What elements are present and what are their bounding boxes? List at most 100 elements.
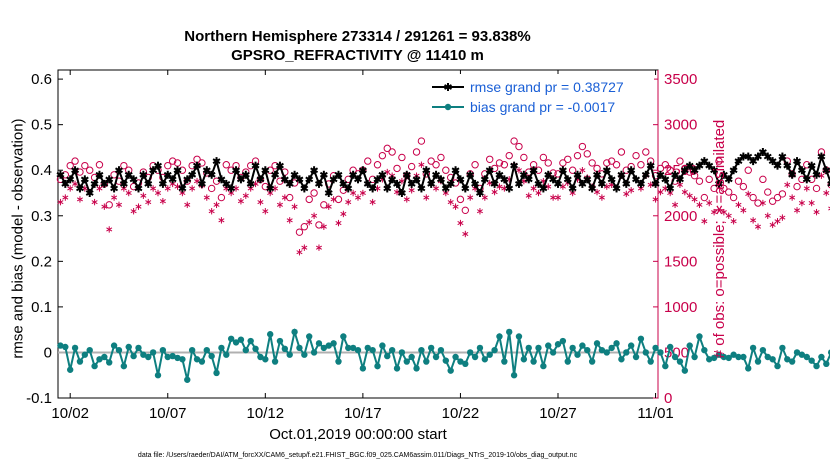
rmse-marker-dot <box>326 190 331 196</box>
rmse-marker <box>773 161 782 170</box>
obs-possible-marker <box>700 193 709 202</box>
rmse-marker <box>734 157 743 166</box>
obs-possible-marker <box>661 161 670 169</box>
rmse-marker <box>197 179 206 188</box>
asterisk-stroke <box>62 195 69 200</box>
rmse-marker <box>173 166 182 175</box>
rmse-marker <box>100 179 109 188</box>
bias-marker <box>398 349 406 356</box>
asterisk-stroke <box>296 250 303 255</box>
obs-possible-marker <box>539 153 548 162</box>
rmse-marker-dot <box>228 186 234 191</box>
bias-marker <box>66 366 74 373</box>
rmse-marker-dot <box>458 177 463 182</box>
obs-assimilated-marker <box>467 194 474 201</box>
rmse-marker <box>388 175 397 184</box>
obs-possible-marker <box>510 137 518 145</box>
plot-area: -0.100.10.20.30.40.50.605001000150020002… <box>26 69 830 422</box>
obs-assimilated-marker <box>476 208 483 215</box>
rmse-marker-dot <box>599 181 605 187</box>
rmse-marker-dot <box>307 177 312 182</box>
rmse-marker <box>134 184 143 193</box>
rmse-marker <box>105 175 114 184</box>
bias-marker <box>315 340 323 347</box>
bias-marker <box>423 358 430 365</box>
rmse-marker <box>763 152 772 161</box>
bias-marker <box>237 336 245 343</box>
rmse-marker <box>349 170 358 179</box>
bias-marker <box>506 328 513 336</box>
asterisk-stroke <box>91 200 98 205</box>
obs-assimilated-marker <box>159 198 166 205</box>
rmse-marker <box>758 148 767 156</box>
y-tick-label: 0.1 <box>31 299 52 316</box>
bias-marker <box>696 333 703 340</box>
rmse-marker-dot <box>824 168 829 173</box>
y-tick-label: 0.2 <box>31 253 52 270</box>
rmse-marker-dot <box>697 163 702 168</box>
rmse-marker-dot <box>277 163 283 168</box>
bias-marker <box>208 352 215 360</box>
rmse-marker-dot <box>672 172 678 177</box>
asterisk-stroke <box>120 186 127 191</box>
rmse-marker <box>558 166 567 175</box>
asterisk-stroke <box>262 209 269 214</box>
rmse-marker <box>158 179 167 188</box>
y-axis-label-right: # of obs: o=possible; ∗=assimilated <box>711 119 728 359</box>
rmse-marker-dot <box>448 181 453 187</box>
rmse-marker-dot <box>736 158 741 164</box>
rmse-marker-dot <box>726 177 731 182</box>
bias-marker <box>471 353 479 361</box>
obs-assimilated-marker <box>301 244 308 251</box>
rmse-marker-dot <box>492 181 497 187</box>
rmse-marker <box>334 170 343 179</box>
bias-marker <box>745 365 752 372</box>
rmse-marker-dot <box>604 168 609 173</box>
rmse-marker <box>383 184 392 193</box>
obs-possible-marker <box>442 166 450 174</box>
rmse-marker <box>690 166 699 175</box>
asterisk-stroke <box>535 190 542 196</box>
bias-marker <box>369 346 376 354</box>
obs-assimilated-marker <box>350 189 357 197</box>
rmse-marker-dot <box>750 158 756 164</box>
bias-marker <box>637 335 645 342</box>
obs-possible-marker <box>486 155 494 163</box>
obs-possible-marker <box>495 159 504 167</box>
asterisk-stroke <box>354 195 362 200</box>
rmse-marker <box>519 170 528 179</box>
bias-marker <box>735 353 742 361</box>
rmse-marker <box>300 184 309 193</box>
rmse-marker <box>222 179 231 188</box>
y-axis-label-left: rmse and bias (model - observation) <box>9 118 27 359</box>
obs-assimilated-marker <box>418 161 425 168</box>
rmse-marker-dot <box>253 163 258 168</box>
bias-marker <box>774 362 781 370</box>
rmse-marker <box>641 170 650 179</box>
asterisk-stroke <box>808 200 815 206</box>
rmse-marker <box>397 189 406 197</box>
bias-marker <box>447 367 454 374</box>
rmse-marker-dot <box>419 186 424 191</box>
rmse-marker <box>71 166 80 175</box>
obs-assimilated-marker <box>823 189 830 197</box>
obs-assimilated-marker <box>62 194 69 201</box>
bias-marker <box>818 353 825 361</box>
asterisk-stroke <box>184 202 191 207</box>
rmse-marker <box>749 157 758 166</box>
rmse-marker-dot <box>394 181 400 187</box>
bias-marker <box>725 354 732 362</box>
rmse-marker-dot <box>380 172 385 177</box>
rmse-marker-dot <box>370 186 375 191</box>
asterisk-stroke <box>545 184 552 189</box>
obs-assimilated-marker <box>218 217 225 224</box>
obs-assimilated-marker <box>335 219 342 227</box>
bias-marker <box>545 342 552 349</box>
rmse-marker <box>56 170 65 179</box>
legend-rmse-marker <box>444 83 452 91</box>
rmse-marker <box>188 170 197 179</box>
rmse-marker-dot <box>321 172 327 177</box>
obs-possible-marker <box>310 189 318 197</box>
x-tick-label: 11/01 <box>637 405 673 422</box>
rmse-marker-dot <box>589 186 595 191</box>
